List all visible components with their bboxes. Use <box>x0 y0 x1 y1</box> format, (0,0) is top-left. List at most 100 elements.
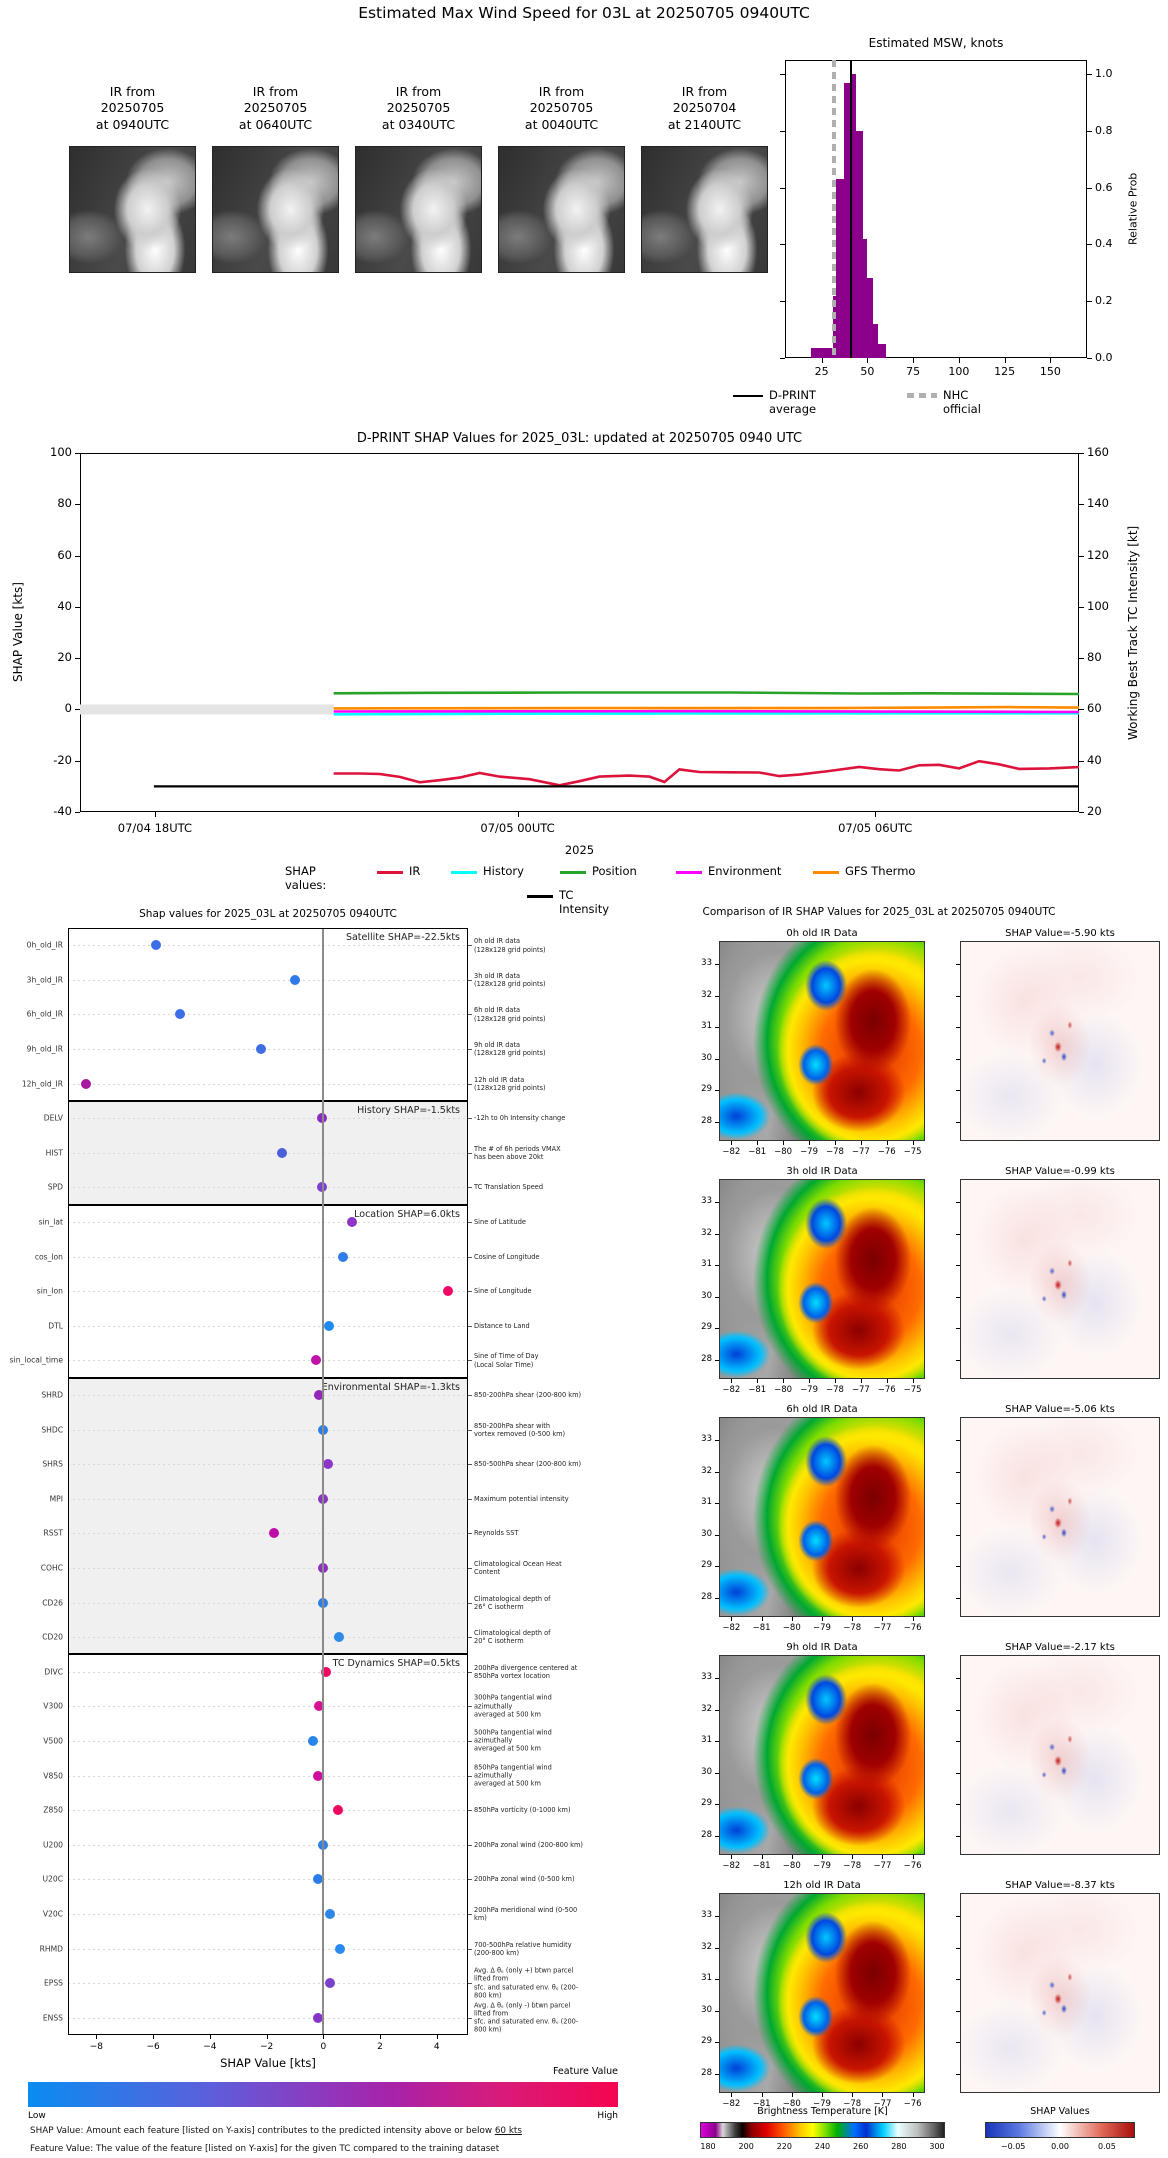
feature-gridline <box>68 1222 468 1224</box>
feature-gridline <box>68 1325 468 1327</box>
feature-label: 0h_old_IR <box>26 940 63 950</box>
histogram-bar <box>836 179 844 358</box>
feature-gridline <box>68 1983 468 1985</box>
ir-map-lon-label: −82 <box>722 1147 741 1157</box>
ir-thumbnail-label: IR from 20250704 at 2140UTC <box>667 84 742 132</box>
feature-gridline <box>68 1291 468 1293</box>
histogram-y-tick-label: 0.0 <box>1095 351 1113 364</box>
ir-map-lon-tick <box>912 1855 914 1859</box>
ir-map-lon-label: −76 <box>877 1147 896 1157</box>
series-line-ir <box>333 759 1079 787</box>
section-divider <box>68 1099 468 1102</box>
feature-right-tick <box>468 2017 472 2019</box>
shap-colorbar-tick-label: 0.00 <box>1051 2142 1069 2151</box>
feature-desc: 850-200hPa shear (200-800 km) <box>474 1390 582 1399</box>
feature-right-tick <box>468 1083 472 1085</box>
feature-label: 12h_old_IR <box>21 1079 63 1089</box>
footnote-underlined: 60 kts <box>494 2126 522 2136</box>
histogram-y-tick-label: 0.6 <box>1095 180 1113 194</box>
ir-map-lon-tick <box>822 1855 823 1859</box>
dprint-average-legend-swatch <box>733 395 763 397</box>
feature-label: DTL <box>48 1321 63 1331</box>
ir-map-lat-tick <box>715 1741 719 1743</box>
shap-map-lat-tick <box>956 1202 960 1203</box>
histogram-bar <box>862 238 868 358</box>
timeseries-right-tick <box>1079 606 1084 608</box>
ir-map-lat-label: 32 <box>701 1941 712 1952</box>
feature-right-tick <box>468 1222 472 1224</box>
shap-map <box>960 941 1160 1141</box>
bt-colorbar-tick-label: 180 <box>700 2142 716 2151</box>
ir-map-lat-label: 31 <box>701 1973 712 1984</box>
ir-map-lat-tick <box>715 1090 719 1092</box>
feature-x-tick-label: −2 <box>259 2042 274 2052</box>
ir-map <box>719 941 925 1141</box>
ir-map-lat-label: 30 <box>701 1766 712 1777</box>
ir-map-lat-tick <box>715 964 719 965</box>
feature-label: SHRD <box>41 1390 63 1400</box>
feature-gridline <box>68 1083 468 1085</box>
ir-map-lat-tick <box>715 1947 719 1949</box>
ir-map-lon-label: −75 <box>903 1147 922 1157</box>
histogram-x-tick-label: 50 <box>860 365 875 378</box>
legend-label-ir: IR <box>409 864 421 878</box>
ir-map-lat-tick <box>715 1598 719 1599</box>
shap-map-lat-tick <box>956 1916 960 1917</box>
ir-map-lat-tick <box>715 1534 719 1536</box>
histogram-bar <box>810 348 833 358</box>
shap-map-lat-tick <box>956 1741 960 1743</box>
feature-x-tick <box>323 2035 325 2039</box>
feature-desc: 700-500hPa relative humidity (200-800 km… <box>474 1940 572 1957</box>
shap-map-lat-tick <box>956 995 960 997</box>
bt-colorbar <box>700 2122 945 2138</box>
feature-gridline <box>68 1740 468 1742</box>
feature-x-tick-label: −4 <box>203 2042 217 2052</box>
feature-right-tick <box>468 1567 472 1569</box>
ir-map-lon-tick <box>860 1379 862 1383</box>
shap-map-title: SHAP Value=-5.90 kts <box>1005 928 1115 939</box>
timeseries-right-tick <box>1079 760 1084 762</box>
feature-label: ENSS <box>42 2013 63 2023</box>
ir-map-lat-label: 33 <box>701 1434 712 1444</box>
ir-map-lon-label: −78 <box>843 1861 862 1871</box>
feature-x-tick <box>96 2035 98 2039</box>
feature-x-tick <box>153 2035 155 2039</box>
figure-title: Estimated Max Wind Speed for 03L at 2025… <box>358 4 810 22</box>
feature-label: V850 <box>43 1771 63 1781</box>
ir-map-lon-label: −80 <box>774 1147 793 1157</box>
feature-dot <box>335 1943 346 1954</box>
feature-label: COHC <box>40 1563 63 1573</box>
feature-gridline <box>68 1775 468 1777</box>
ir-map-lon-tick <box>860 1141 862 1145</box>
feature-label: EPSS <box>43 1978 63 1988</box>
timeseries-left-tick-label: 0 <box>64 701 72 716</box>
series-line-gfs-thermo <box>333 705 1079 710</box>
ir-map-lon-label: −79 <box>813 2099 831 2109</box>
feature-label: SHRS <box>42 1459 63 1469</box>
ir-map-lat-tick <box>715 1503 719 1505</box>
legend-swatch-tc-intensity <box>527 895 553 898</box>
ir-map-lat-label: 29 <box>701 1322 712 1333</box>
feature-gridline <box>68 1706 468 1708</box>
ir-map-lat-label: 30 <box>701 1052 712 1063</box>
ir-map-lat-label: 28 <box>701 1592 712 1602</box>
dprint-average-legend-label: D-PRINT average <box>769 388 817 416</box>
feature-plot-title: Shap values for 2025_03L at 20250705 094… <box>139 908 397 920</box>
ir-map-lat-label: 33 <box>701 958 712 968</box>
feature-label: DELV <box>43 1113 63 1123</box>
ir-map-lat-label: 32 <box>701 989 712 1000</box>
ir-map-lon-label: −79 <box>800 1385 819 1395</box>
histogram-bar <box>849 74 857 358</box>
feature-label: V20C <box>42 1909 63 1919</box>
legend-label-environment: Environment <box>708 864 782 878</box>
legend-label-tc-intensity: TC Intensity <box>559 888 610 916</box>
feature-colorbar-high: High <box>597 2111 618 2121</box>
shap-map-title: SHAP Value=-8.37 kts <box>1005 1880 1115 1891</box>
ir-map-lon-label: −80 <box>782 1623 801 1633</box>
timeseries-x-axis-label: 2025 <box>564 843 595 857</box>
shap-map-lat-tick <box>956 1122 960 1123</box>
feature-dot <box>321 1666 332 1677</box>
feature-label: sin_lat <box>38 1217 63 1227</box>
shap-map-lat-tick <box>956 1804 960 1806</box>
feature-right-tick <box>468 1256 472 1258</box>
